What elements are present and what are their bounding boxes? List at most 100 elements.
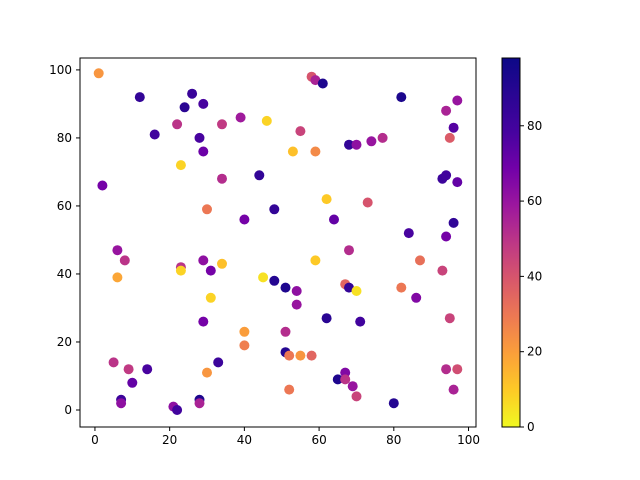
scatter-point xyxy=(254,170,265,181)
scatter-point xyxy=(213,357,224,368)
scatter-point xyxy=(340,374,351,385)
x-tick-label: 0 xyxy=(91,433,99,447)
scatter-point xyxy=(332,374,343,385)
scatter-point xyxy=(441,105,452,116)
scatter-point xyxy=(198,98,209,109)
colorbar-tick-label: 0 xyxy=(527,420,535,434)
scatter-point xyxy=(287,146,298,157)
scatter-point xyxy=(444,313,455,324)
scatter-point xyxy=(448,384,459,395)
scatter-point xyxy=(93,68,104,79)
scatter-point xyxy=(306,350,317,361)
colorbar-tick-label: 40 xyxy=(527,269,542,283)
scatter-point xyxy=(347,381,358,392)
scatter-point xyxy=(351,139,362,150)
scatter-point xyxy=(448,122,459,133)
scatter-point xyxy=(261,115,272,126)
scatter-point xyxy=(269,204,280,215)
scatter-point xyxy=(284,350,295,361)
scatter-point xyxy=(321,313,332,324)
scatter-point xyxy=(202,367,212,378)
scatter-point xyxy=(351,391,362,402)
scatter-point xyxy=(295,126,306,137)
scatter-point xyxy=(172,119,183,130)
scatter-point xyxy=(441,170,452,181)
scatter-point xyxy=(127,377,138,388)
scatter-point xyxy=(310,255,321,266)
scatter-point xyxy=(217,119,227,130)
scatter-point xyxy=(134,92,145,103)
points-layer xyxy=(93,68,463,415)
scatter-point xyxy=(444,132,455,143)
scatter-point xyxy=(175,265,186,276)
plot-frame xyxy=(79,57,477,428)
x-tick-label: 60 xyxy=(311,433,326,447)
colorbar-tick-label: 60 xyxy=(527,194,542,208)
scatter-point xyxy=(119,255,130,266)
scatter-point xyxy=(142,364,153,375)
scatter-point xyxy=(396,282,407,293)
scatter-point xyxy=(329,214,339,225)
scatter-point xyxy=(317,78,328,89)
scatter-point xyxy=(194,132,205,143)
scatter-point xyxy=(239,214,250,225)
y-axis: 0 20 40 60 80 100 xyxy=(49,63,80,417)
scatter-point xyxy=(280,282,291,293)
x-tick-label: 80 xyxy=(386,433,401,447)
colorbar xyxy=(501,57,521,428)
y-tick-label: 40 xyxy=(57,267,72,281)
scatter-point xyxy=(291,286,302,296)
scatter-point xyxy=(205,265,216,276)
scatter-point xyxy=(437,265,448,276)
scatter-point xyxy=(452,95,463,106)
scatter-point xyxy=(310,146,321,157)
scatter-point xyxy=(388,398,399,409)
x-tick-label: 100 xyxy=(457,433,480,447)
y-tick-label: 100 xyxy=(49,63,72,77)
scatter-point xyxy=(175,160,186,171)
scatter-point xyxy=(179,102,190,113)
scatter-point xyxy=(366,136,377,147)
y-tick-label: 20 xyxy=(57,335,72,349)
scatter-point xyxy=(344,282,354,293)
scatter-point xyxy=(321,194,332,205)
scatter-point xyxy=(441,231,452,242)
y-tick-label: 0 xyxy=(64,403,72,417)
scatter-point xyxy=(217,173,227,184)
scatter-point xyxy=(198,316,209,327)
scatter-point xyxy=(198,255,209,266)
colorbar-tick-label: 20 xyxy=(527,345,542,359)
x-tick-label: 40 xyxy=(237,433,252,447)
scatter-point xyxy=(217,258,227,269)
scatter-point xyxy=(362,197,373,208)
scatter-point xyxy=(452,364,463,375)
scatter-point xyxy=(441,364,452,375)
scatter-point xyxy=(112,272,123,283)
scatter-point xyxy=(415,255,425,266)
scatter-point xyxy=(235,112,246,123)
scatter-point xyxy=(205,292,216,303)
scatter-point xyxy=(149,129,160,140)
colorbar-tick-label: 80 xyxy=(527,119,542,133)
scatter-point xyxy=(396,92,407,103)
scatter-point xyxy=(280,326,291,337)
scatter-point xyxy=(269,275,280,286)
scatter-point xyxy=(108,357,119,368)
scatter-point xyxy=(351,286,362,296)
y-tick-label: 60 xyxy=(57,199,72,213)
scatter-point xyxy=(202,204,212,215)
x-axis: 0 20 40 60 80 100 xyxy=(91,427,480,447)
scatter-point xyxy=(344,245,354,256)
scatter-point xyxy=(295,350,306,361)
scatter-point xyxy=(198,146,209,157)
scatter-point xyxy=(448,217,459,228)
scatter-point xyxy=(452,177,463,188)
scatter-point xyxy=(112,245,123,256)
scatter-point xyxy=(194,398,205,409)
scatter-point xyxy=(377,132,388,143)
scatter-point xyxy=(123,364,134,375)
scatter-point xyxy=(116,398,127,409)
y-tick-label: 80 xyxy=(57,131,72,145)
scatter-point xyxy=(258,272,269,283)
